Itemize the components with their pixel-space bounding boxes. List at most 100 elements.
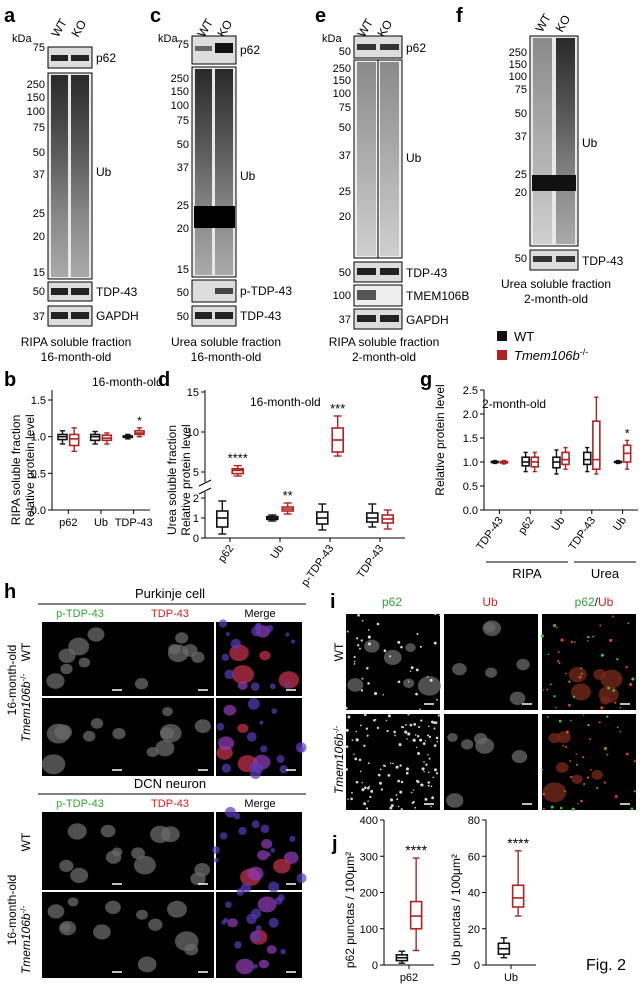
micrograph-tile	[345, 613, 441, 710]
marker: 20	[515, 187, 527, 199]
puncta	[542, 792, 546, 796]
y-tick-label: 2.5	[463, 385, 478, 397]
cell-body	[591, 769, 604, 780]
micrograph-tile	[42, 812, 128, 890]
channel-label: Merge	[244, 798, 275, 810]
cell-body	[155, 740, 175, 757]
puncta	[389, 762, 392, 764]
micrograph-tile	[128, 622, 214, 696]
x-tick-label: p62	[216, 543, 236, 565]
panel-letter-i: i	[330, 591, 336, 613]
puncta	[577, 802, 579, 805]
box	[68, 433, 80, 447]
marker: 37	[515, 131, 527, 143]
puncta	[412, 789, 415, 791]
puncta	[399, 790, 403, 794]
puncta	[415, 692, 418, 696]
chart-title: 16-month-old	[250, 395, 321, 409]
puncta	[433, 744, 437, 747]
puncta	[631, 677, 635, 681]
puncta	[359, 770, 362, 773]
puncta	[346, 630, 349, 633]
puncta	[431, 720, 434, 724]
puncta	[428, 757, 431, 760]
puncta	[589, 738, 591, 741]
puncta	[430, 805, 432, 808]
ylabel: p62 punctas / 100μm²	[343, 852, 357, 968]
cell-body	[475, 737, 495, 754]
cell-body	[41, 754, 66, 775]
puncta	[405, 771, 409, 775]
y-tick-label: 10	[187, 427, 199, 439]
puncta	[354, 757, 358, 761]
channel-label: p-TDP-43	[56, 608, 104, 620]
nucleus-dot	[298, 746, 304, 753]
puncta	[363, 802, 367, 806]
nucleus-dot	[268, 917, 279, 928]
channel-label-merge: p62/Ub	[575, 595, 614, 609]
ylabel: RIPA soluble fraction	[9, 415, 23, 526]
marker: 100	[333, 88, 351, 100]
y-tick-label: 1.5	[463, 433, 478, 445]
cell-body	[556, 731, 571, 744]
marker: 75	[515, 84, 527, 96]
band-label: Ub	[582, 136, 598, 150]
significance-label: ****	[405, 842, 427, 858]
puncta	[618, 677, 620, 679]
puncta	[356, 637, 359, 640]
cell-body	[137, 956, 157, 973]
band-label: p-TDP-43	[240, 284, 292, 298]
chart-d: Urea soluble fraction Relative protein l…	[165, 387, 405, 589]
puncta	[410, 666, 414, 670]
row-label-wt: WT	[19, 832, 33, 851]
cell-body	[555, 762, 569, 773]
puncta	[360, 639, 363, 642]
puncta	[361, 788, 365, 792]
puncta	[351, 739, 354, 742]
puncta	[358, 758, 362, 762]
puncta	[379, 768, 382, 771]
puncta	[614, 701, 617, 704]
marker: 75	[177, 115, 189, 127]
cell-body	[105, 900, 121, 914]
y-tick-label: 40	[468, 888, 480, 900]
nucleus-dot	[296, 873, 307, 884]
row-label-ko: Tmem106b-/-	[19, 906, 33, 975]
blot-caption: 16-month-old	[41, 350, 112, 364]
nucleus-dot	[212, 846, 220, 854]
x-tick-label: Ub	[504, 972, 518, 984]
cell-body	[258, 959, 270, 969]
puncta	[416, 633, 419, 636]
micrograph-tile	[540, 614, 636, 710]
puncta	[553, 624, 557, 627]
puncta	[436, 698, 438, 701]
panel-letter-b: b	[4, 369, 16, 391]
puncta	[364, 786, 367, 790]
cell-body	[162, 707, 173, 717]
puncta	[560, 638, 564, 642]
puncta	[568, 703, 571, 707]
puncta	[616, 726, 619, 729]
puncta	[369, 795, 372, 799]
cell-body	[231, 665, 254, 684]
band-label: TMEM106B	[406, 289, 469, 303]
nucleus-dot	[289, 835, 296, 842]
micrograph-tile	[216, 697, 307, 779]
lane-wt: WT	[532, 11, 554, 35]
puncta	[587, 640, 589, 642]
puncta	[546, 688, 549, 691]
puncta	[612, 689, 616, 692]
puncta	[372, 719, 376, 722]
cell-body	[67, 823, 87, 840]
marker: 150	[509, 59, 527, 71]
cell-body	[278, 671, 300, 689]
cell-body	[235, 958, 255, 975]
nucleus-dot	[271, 708, 278, 714]
puncta	[435, 772, 439, 775]
cell-body	[257, 896, 277, 913]
nucleus-dot	[230, 638, 241, 650]
marker: 150	[27, 92, 45, 104]
puncta	[409, 670, 412, 672]
ylabel: Relative protein level	[433, 384, 447, 495]
cell-body	[571, 774, 583, 784]
